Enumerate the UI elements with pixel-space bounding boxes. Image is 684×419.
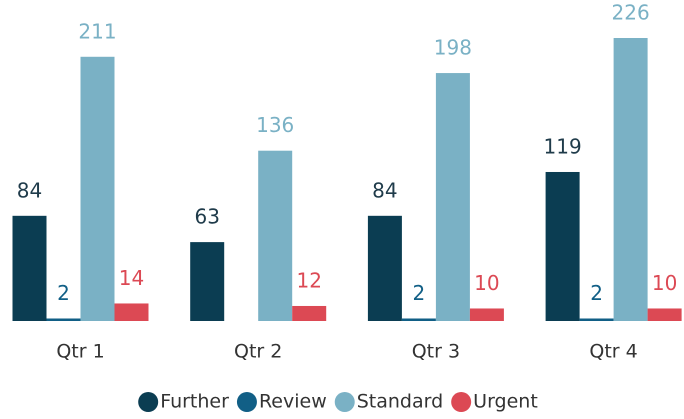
legend-marker bbox=[236, 392, 257, 412]
data-label: 84 bbox=[372, 178, 397, 202]
legend-label: Further bbox=[160, 391, 229, 413]
x-tick-label: Qtr 2 bbox=[234, 341, 282, 363]
bar bbox=[114, 303, 149, 321]
legend-marker bbox=[334, 392, 355, 412]
data-label: 226 bbox=[612, 1, 650, 25]
bar bbox=[401, 318, 436, 321]
bar bbox=[579, 318, 614, 321]
bar bbox=[435, 73, 470, 321]
data-label: 10 bbox=[474, 271, 499, 295]
data-label: 63 bbox=[194, 205, 219, 229]
bar bbox=[613, 38, 648, 321]
data-label: 2 bbox=[590, 281, 603, 305]
data-label: 14 bbox=[119, 266, 144, 290]
bar bbox=[258, 150, 293, 321]
x-tick-label: Qtr 1 bbox=[56, 341, 104, 363]
data-label: 2 bbox=[57, 281, 70, 305]
bar bbox=[469, 308, 504, 321]
legend-marker bbox=[138, 392, 159, 412]
data-label: 136 bbox=[256, 113, 294, 137]
data-label: 211 bbox=[78, 19, 116, 43]
data-label: 2 bbox=[413, 281, 426, 305]
x-tick-label: Qtr 4 bbox=[589, 341, 637, 363]
data-label: 12 bbox=[296, 268, 321, 292]
legend-label: Standard bbox=[357, 391, 443, 413]
bar bbox=[80, 56, 115, 322]
data-label: 198 bbox=[434, 36, 472, 60]
data-label: 10 bbox=[652, 271, 677, 295]
data-label: 119 bbox=[544, 134, 582, 158]
bar bbox=[190, 242, 225, 321]
bar bbox=[12, 215, 47, 321]
bar bbox=[46, 318, 81, 321]
legend-label: Review bbox=[259, 391, 327, 413]
bar bbox=[292, 305, 327, 321]
bar bbox=[647, 308, 682, 321]
x-tick-label: Qtr 3 bbox=[412, 341, 460, 363]
legend-marker bbox=[451, 392, 472, 412]
data-label: 84 bbox=[17, 178, 42, 202]
legend-label: Urgent bbox=[473, 391, 538, 413]
bar bbox=[367, 215, 402, 321]
bar bbox=[545, 171, 580, 321]
